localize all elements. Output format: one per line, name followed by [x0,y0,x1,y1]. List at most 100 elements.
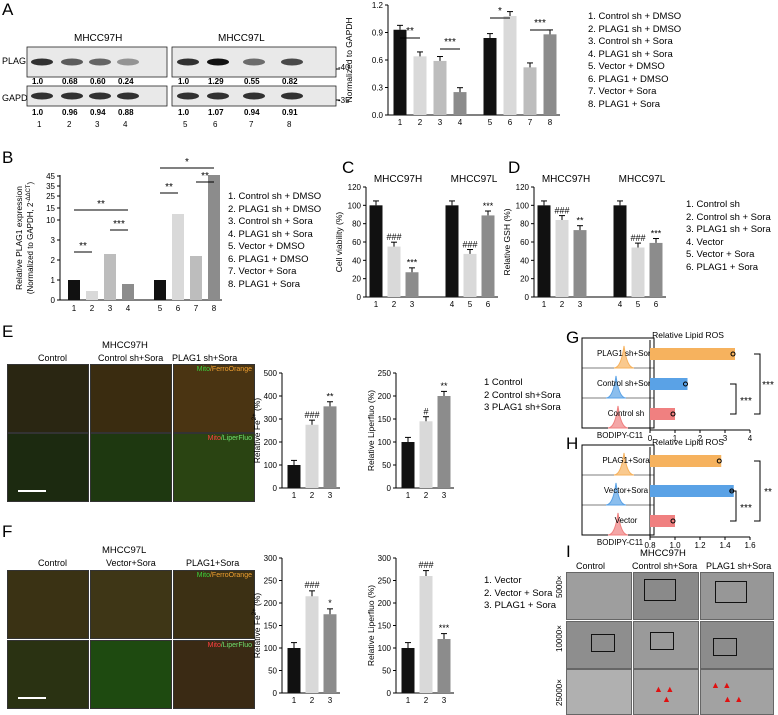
y-axis-label-2: (Normalized to GAPDH, 2-ΔΔCT) [26,182,35,295]
flow-x-label: BODIPY-C11 [597,538,644,547]
legend-d-item: 2. Control sh + Sora [686,211,771,223]
i-col-label: Control [576,561,606,571]
sig-label: *** [407,258,418,268]
chart-e-lip: 0 50 100 150 200 250 1 2 #3 ** Relative Liperfluo … [366,369,454,500]
sig-label: ** [201,171,209,182]
data-point [683,381,688,387]
flow-row-label: PLAG1 sh+Sora [597,349,656,358]
em-2-3 [700,621,774,669]
y-tick-label: 40 [352,256,361,265]
blot-lane-number: 2 [67,120,72,129]
sig-label: *** [113,219,125,230]
sig-label: *** [444,37,456,48]
panel-label-i: I [566,542,571,561]
x-tick-label: 7 [528,118,533,127]
legend-b-item: 3. Control sh + Sora [228,216,313,227]
y-tick-label: 500 [264,369,278,378]
y-axis-label: Relative Fe2+ (%) [252,398,262,464]
x-tick-label: 2 [418,118,423,127]
legend-a-item: 7. Vector + Sora [588,86,657,97]
blot-value-gapdh: 1.0 [32,108,44,117]
micro-f-2-2 [90,640,172,709]
mw-35: -35 [338,96,350,105]
flow-histogram [605,482,627,506]
x-tick-label: 2 [90,304,95,313]
micro-e-2-2 [90,433,172,502]
x-tick-label: 6 [486,300,491,309]
sig-label: *** [762,380,774,391]
legend-e-item: 1 Control [484,377,523,388]
bar [650,515,675,527]
x-tick-label: 4 [458,118,463,127]
x-tick-label: 1 [406,696,411,705]
y-tick-label: 50 [382,667,391,676]
x-tick-label: 6 [654,300,659,309]
legend-b-item: 5. Vector + DMSO [228,241,305,252]
x-tick-label: 6 [508,118,513,127]
legend-a-item: 8. PLAG1 + Sora [588,98,661,110]
bar [650,455,722,467]
x-tick-label: 1 [292,696,297,705]
sig-bracket [730,383,737,415]
y-tick-label: 20 [520,275,529,284]
i-row-label: 10000× [555,625,564,652]
sig-bracket [754,460,761,522]
y-tick-label: 150 [264,622,278,631]
flow-histogram [605,375,627,399]
x-tick-label: 2 [698,434,703,443]
legend-a-item: 4. PLAG1 sh + Sora [588,48,673,60]
sig-bracket [730,490,737,522]
sig-label: *** [534,18,546,29]
western-blot [26,46,340,107]
y-tick-label: 120 [516,183,530,192]
panel-label-g: G [566,328,580,347]
blot-value-gapdh: 1.07 [208,108,224,117]
sig-label: ### [304,410,319,420]
flow-row-label: Control sh [608,409,644,418]
scale-bar [18,490,46,492]
chart-subtitle: MHCC97L [451,174,498,185]
legend-a-item: 6. PLAG1 + DMSO [588,73,669,85]
bar [649,242,663,297]
y-axis-label-unit: (%) [252,398,262,414]
x-tick-label: 5 [468,300,473,309]
y-axis-label: Cell viability (%) [334,212,344,273]
y-tick-label: 200 [378,599,392,608]
y-tick-label: 0 [387,484,392,493]
bar [555,220,569,297]
blot-band-gapdh [117,92,139,100]
chart-e-fe: 0 100 200 300 400 500 1 2 ### 3 ** Relative Fe2+ (%… [252,369,340,500]
x-tick-label: 4 [126,304,131,313]
blot-lane-number: 1 [37,120,42,129]
sig-label: ** [165,182,173,193]
x-tick-label: 0.8 [644,541,656,550]
y-tick-label: 250 [378,369,392,378]
y-tick-label: 120 [348,183,362,192]
legend-b-item: 8. PLAG1 + Sora [228,278,301,290]
y-tick-label: 300 [378,554,392,563]
y-axis-label-sup: 2+ [252,608,258,615]
chart-g: Relative Lipid ROS 0 1 2 3 4 *** *** [648,330,774,443]
bar [323,406,337,488]
sig-label: ### [630,233,645,243]
y-tick-label: 150 [378,622,392,631]
micro-e-1-1 [7,364,89,433]
x-tick-label: 1 [72,304,77,313]
blot-lane-number: 5 [183,120,188,129]
sig-label: *** [483,201,494,211]
sig-label: ** [97,199,105,210]
legend-b-item: 6. PLAG1 + DMSO [228,253,309,265]
y-tick-label: 1.2 [372,1,384,10]
y-tick-label: 35 [46,182,55,191]
flow-x-label: BODIPY-C11 [597,431,644,440]
x-tick-label: 2 [392,300,397,309]
blot-value-plag1: 0.24 [118,77,134,86]
x-tick-label: 3 [328,696,333,705]
legend-a-item: 1. Control sh + DMSO [588,11,682,22]
x-tick-label: 8 [212,304,217,313]
y-tick-label: 200 [378,392,392,401]
bar [287,465,301,488]
y-tick-label: 80 [352,220,361,229]
blot-row-gapdh: GAPDH [2,93,35,103]
y-tick-label: 100 [348,201,362,210]
